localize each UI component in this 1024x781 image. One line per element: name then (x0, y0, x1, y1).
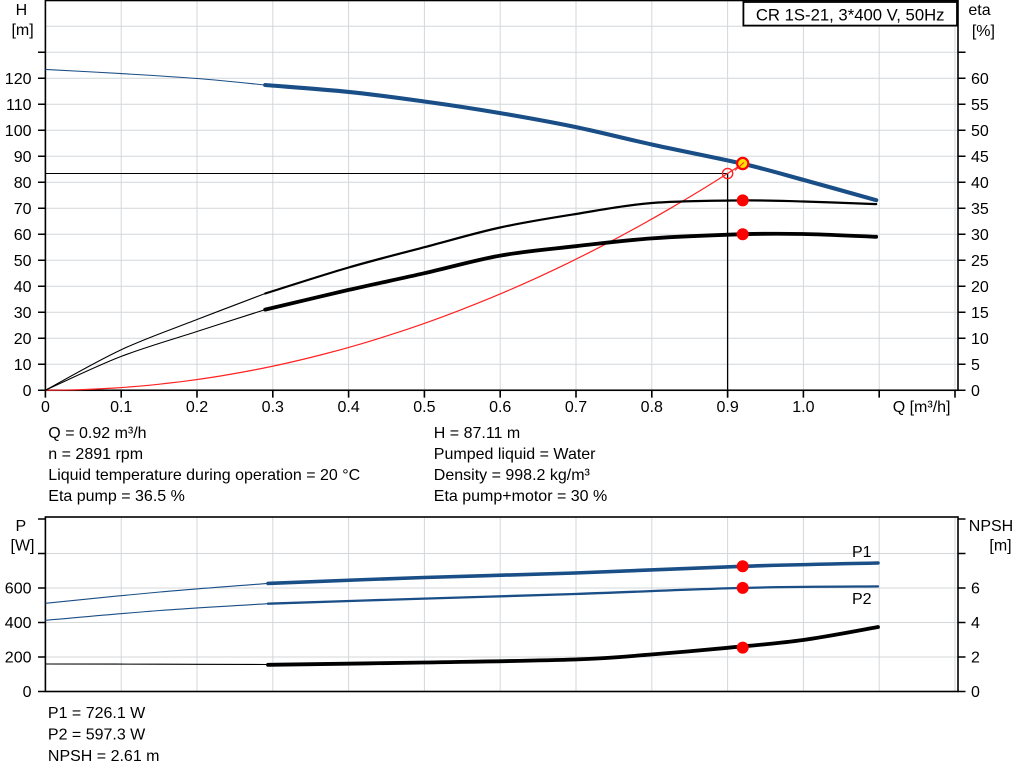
svg-text:P1: P1 (852, 544, 872, 561)
svg-text:15: 15 (971, 305, 989, 322)
svg-text:Liquid temperature during oper: Liquid temperature during operation = 20… (48, 467, 360, 484)
svg-text:400: 400 (5, 615, 32, 632)
svg-text:90: 90 (14, 149, 32, 166)
svg-text:[m]: [m] (989, 538, 1011, 555)
svg-text:P: P (15, 518, 26, 535)
svg-text:20: 20 (971, 279, 989, 296)
svg-text:50: 50 (14, 253, 32, 270)
svg-text:120: 120 (5, 71, 32, 88)
svg-text:P1 = 726.1 W: P1 = 726.1 W (48, 705, 146, 722)
svg-text:0.4: 0.4 (337, 399, 359, 416)
svg-text:Eta pump+motor = 30 %: Eta pump+motor = 30 % (434, 488, 607, 505)
svg-text:Density = 998.2 kg/m³: Density = 998.2 kg/m³ (434, 467, 591, 484)
svg-text:Q [m³/h]: Q [m³/h] (893, 399, 951, 416)
svg-text:0: 0 (23, 684, 32, 701)
svg-text:0: 0 (41, 399, 50, 416)
svg-text:110: 110 (6, 97, 32, 114)
svg-text:6: 6 (971, 581, 980, 598)
svg-text:50: 50 (971, 123, 989, 140)
svg-text:NPSH: NPSH (969, 518, 1013, 535)
svg-text:70: 70 (14, 201, 32, 218)
svg-text:30: 30 (14, 305, 32, 322)
svg-text:0.3: 0.3 (262, 399, 284, 416)
svg-text:80: 80 (14, 175, 32, 192)
svg-text:40: 40 (14, 279, 32, 296)
svg-text:200: 200 (5, 650, 32, 667)
svg-text:2: 2 (971, 650, 980, 667)
svg-text:[%]: [%] (972, 23, 995, 40)
svg-text:0.9: 0.9 (716, 399, 738, 416)
svg-text:0.5: 0.5 (413, 399, 435, 416)
svg-text:10: 10 (14, 357, 32, 374)
svg-text:[m]: [m] (11, 22, 33, 39)
svg-text:0: 0 (971, 383, 980, 400)
svg-text:45: 45 (971, 149, 989, 166)
svg-text:600: 600 (5, 581, 32, 598)
svg-text:10: 10 (971, 331, 989, 348)
svg-text:0.2: 0.2 (186, 399, 208, 416)
svg-text:35: 35 (971, 201, 989, 218)
svg-text:30: 30 (971, 227, 989, 244)
svg-text:0: 0 (971, 684, 980, 701)
svg-text:H = 87.11 m: H = 87.11 m (434, 425, 520, 442)
svg-text:20: 20 (14, 331, 32, 348)
svg-text:0.7: 0.7 (565, 399, 587, 416)
svg-text:n = 2891 rpm: n = 2891 rpm (48, 446, 143, 463)
svg-text:5: 5 (971, 357, 980, 374)
svg-text:NPSH = 2.61 m: NPSH = 2.61 m (48, 748, 160, 765)
svg-text:55: 55 (971, 97, 989, 114)
svg-text:1.0: 1.0 (792, 399, 814, 416)
svg-text:0.1: 0.1 (110, 399, 132, 416)
svg-text:[W]: [W] (11, 538, 35, 555)
svg-text:25: 25 (971, 253, 989, 270)
svg-text:60: 60 (971, 71, 989, 88)
svg-text:CR 1S-21, 3*400 V, 50Hz: CR 1S-21, 3*400 V, 50Hz (756, 6, 945, 25)
svg-text:60: 60 (14, 227, 32, 244)
svg-text:0.6: 0.6 (489, 399, 511, 416)
svg-text:0: 0 (23, 383, 32, 400)
svg-text:P2: P2 (852, 591, 872, 608)
svg-text:H: H (16, 2, 28, 19)
svg-text:4: 4 (971, 615, 980, 632)
svg-text:P2 = 597.3 W: P2 = 597.3 W (48, 727, 146, 744)
svg-text:0.8: 0.8 (641, 399, 663, 416)
svg-text:eta: eta (968, 2, 990, 19)
svg-text:Eta pump = 36.5 %: Eta pump = 36.5 % (48, 488, 185, 505)
svg-text:Q = 0.92 m³/h: Q = 0.92 m³/h (48, 425, 146, 442)
svg-text:100: 100 (5, 123, 32, 140)
svg-text:Pumped liquid = Water: Pumped liquid = Water (434, 446, 596, 463)
svg-text:40: 40 (971, 175, 989, 192)
